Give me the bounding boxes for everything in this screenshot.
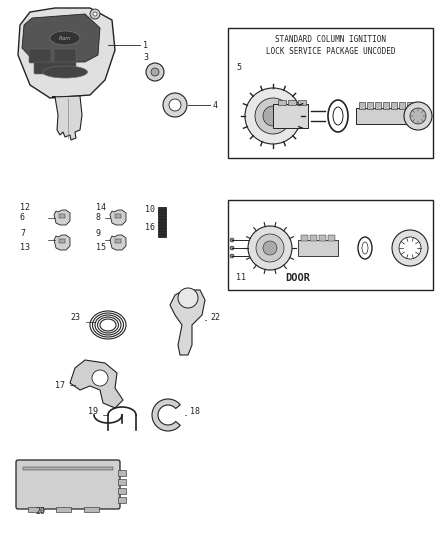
Bar bbox=[228, 28, 433, 158]
Bar bbox=[399, 102, 405, 109]
Bar bbox=[367, 102, 373, 109]
Polygon shape bbox=[170, 290, 205, 355]
Bar bbox=[228, 200, 433, 290]
Text: 16: 16 bbox=[145, 223, 155, 232]
Bar bbox=[115, 239, 121, 243]
Polygon shape bbox=[54, 210, 70, 225]
Circle shape bbox=[392, 230, 428, 266]
Bar bbox=[319, 235, 326, 241]
Bar bbox=[23, 467, 113, 470]
Bar bbox=[56, 507, 71, 512]
Text: 19: 19 bbox=[88, 408, 98, 416]
Ellipse shape bbox=[50, 31, 80, 45]
Ellipse shape bbox=[333, 107, 343, 125]
Bar bbox=[391, 102, 397, 109]
FancyBboxPatch shape bbox=[34, 62, 76, 74]
Bar bbox=[298, 100, 306, 105]
Ellipse shape bbox=[362, 242, 368, 254]
Polygon shape bbox=[110, 210, 126, 225]
Polygon shape bbox=[18, 8, 115, 98]
Bar bbox=[118, 479, 126, 485]
Text: 8: 8 bbox=[96, 214, 101, 222]
Text: 20: 20 bbox=[35, 507, 45, 516]
Circle shape bbox=[230, 246, 234, 250]
Bar bbox=[298, 240, 338, 256]
Circle shape bbox=[230, 254, 234, 258]
Text: LOCK SERVICE PACKAGE UNCODED: LOCK SERVICE PACKAGE UNCODED bbox=[266, 47, 395, 56]
Text: 10: 10 bbox=[145, 206, 155, 214]
Bar bbox=[158, 207, 166, 237]
Bar bbox=[273, 104, 308, 128]
Text: 17: 17 bbox=[55, 381, 65, 390]
Polygon shape bbox=[54, 235, 70, 250]
Bar bbox=[59, 214, 65, 218]
Bar bbox=[84, 507, 99, 512]
FancyBboxPatch shape bbox=[16, 460, 120, 509]
Bar bbox=[28, 507, 43, 512]
Circle shape bbox=[404, 102, 432, 130]
Polygon shape bbox=[152, 399, 180, 431]
Bar bbox=[356, 108, 414, 124]
Bar bbox=[328, 235, 335, 241]
Polygon shape bbox=[52, 96, 82, 140]
Polygon shape bbox=[70, 360, 123, 408]
Circle shape bbox=[93, 12, 97, 16]
Circle shape bbox=[256, 234, 284, 262]
Circle shape bbox=[248, 226, 292, 270]
Text: 11: 11 bbox=[236, 273, 246, 282]
Circle shape bbox=[255, 98, 291, 134]
Text: 12: 12 bbox=[20, 204, 30, 213]
Bar bbox=[59, 239, 65, 243]
Polygon shape bbox=[22, 14, 100, 62]
Text: 14: 14 bbox=[96, 204, 106, 213]
Bar bbox=[359, 102, 365, 109]
Text: 23: 23 bbox=[70, 313, 80, 322]
Bar bbox=[115, 214, 121, 218]
Bar bbox=[118, 497, 126, 503]
Circle shape bbox=[163, 93, 187, 117]
Polygon shape bbox=[110, 235, 126, 250]
Circle shape bbox=[245, 88, 301, 144]
Circle shape bbox=[178, 288, 198, 308]
Circle shape bbox=[169, 99, 181, 111]
Text: 7: 7 bbox=[20, 229, 25, 238]
Bar bbox=[383, 102, 389, 109]
Bar bbox=[301, 235, 308, 241]
Text: 22: 22 bbox=[210, 313, 220, 322]
Bar bbox=[407, 102, 413, 109]
Circle shape bbox=[263, 106, 283, 126]
Ellipse shape bbox=[328, 100, 348, 132]
Text: Ram: Ram bbox=[59, 36, 71, 41]
Text: 3: 3 bbox=[143, 53, 148, 62]
FancyBboxPatch shape bbox=[54, 49, 76, 63]
Bar bbox=[118, 470, 126, 476]
Text: 6: 6 bbox=[20, 214, 25, 222]
Text: 4: 4 bbox=[213, 101, 218, 109]
Text: 1: 1 bbox=[143, 41, 148, 50]
Ellipse shape bbox=[42, 66, 88, 78]
Circle shape bbox=[410, 108, 426, 124]
Text: STANDARD COLUMN IGNITION: STANDARD COLUMN IGNITION bbox=[275, 36, 386, 44]
Text: 9: 9 bbox=[96, 229, 101, 238]
Bar bbox=[310, 235, 317, 241]
Bar bbox=[375, 102, 381, 109]
Text: 18: 18 bbox=[190, 408, 200, 416]
Text: 13: 13 bbox=[20, 244, 30, 253]
Circle shape bbox=[399, 237, 421, 259]
Circle shape bbox=[92, 370, 108, 386]
Bar bbox=[278, 100, 286, 105]
Bar bbox=[288, 100, 296, 105]
Circle shape bbox=[230, 238, 234, 242]
Circle shape bbox=[90, 9, 100, 19]
Circle shape bbox=[151, 68, 159, 76]
Ellipse shape bbox=[358, 237, 372, 259]
Bar bbox=[118, 488, 126, 494]
Circle shape bbox=[146, 63, 164, 81]
FancyBboxPatch shape bbox=[29, 49, 51, 63]
Circle shape bbox=[263, 241, 277, 255]
Text: 15: 15 bbox=[96, 244, 106, 253]
Text: 5: 5 bbox=[236, 63, 241, 72]
Text: DOOR: DOOR bbox=[286, 273, 311, 283]
